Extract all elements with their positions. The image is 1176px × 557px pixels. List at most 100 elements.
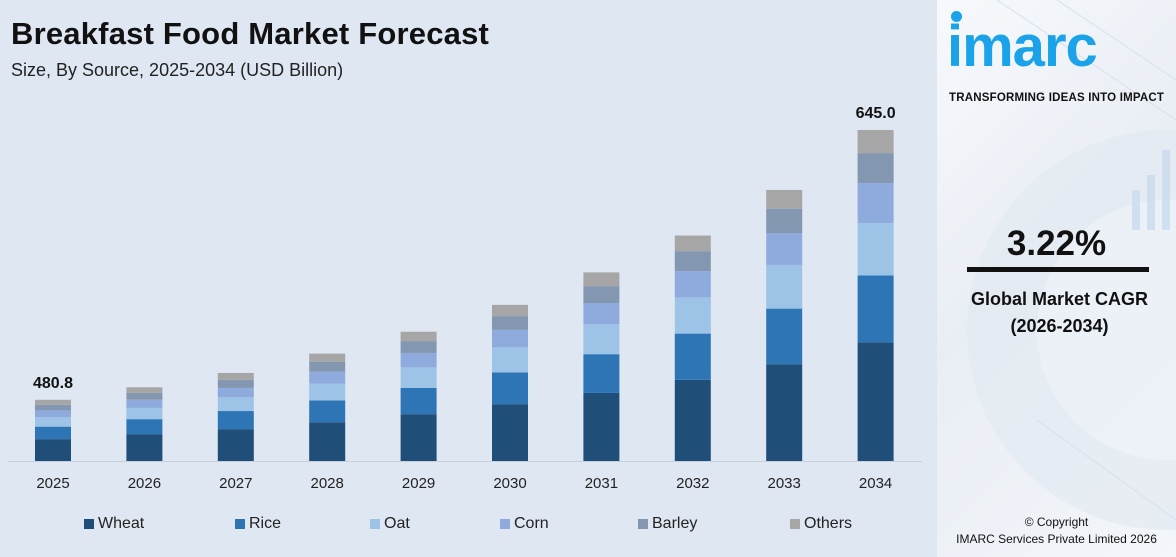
bar-oat-2032 bbox=[674, 297, 711, 334]
bar-wheat-2034 bbox=[857, 342, 894, 461]
logo-dot bbox=[951, 11, 962, 22]
bar-corn-2028 bbox=[309, 371, 346, 384]
bar-corn-2031 bbox=[583, 302, 620, 325]
bar-wheat-2030 bbox=[492, 404, 528, 461]
bar-oat-2026 bbox=[126, 407, 163, 420]
bar-corn-2026 bbox=[126, 399, 163, 408]
cagr-divider bbox=[967, 267, 1149, 272]
bar-oat-2025 bbox=[35, 417, 71, 427]
bar-rice-2031 bbox=[583, 354, 620, 393]
x-tick-label: 2030 bbox=[493, 475, 526, 492]
cagr-label: Global Market CAGR (2026-2034) bbox=[937, 286, 1176, 340]
bar-corn-2025 bbox=[35, 410, 71, 418]
x-tick-label: 2033 bbox=[768, 475, 801, 492]
legend-swatch bbox=[370, 519, 380, 529]
imarc-logo: imarc bbox=[947, 14, 1098, 79]
x-tick-label: 2032 bbox=[676, 475, 709, 492]
logo-tagline: TRANSFORMING IDEAS INTO IMPACT bbox=[949, 92, 1165, 104]
legend-label: Wheat bbox=[98, 515, 145, 532]
legend-label: Rice bbox=[249, 515, 282, 532]
bar-wheat-2028 bbox=[309, 422, 346, 461]
x-tick-label: 2028 bbox=[311, 475, 344, 492]
cagr-label-line1: Global Market CAGR bbox=[970, 289, 1149, 309]
legend-swatch bbox=[500, 519, 510, 529]
bar-barley-2029 bbox=[400, 341, 437, 353]
background-chart-graphic bbox=[967, 0, 1176, 530]
legend-item-others: Others bbox=[790, 515, 852, 533]
bar-oat-2031 bbox=[583, 324, 620, 355]
legend-item-barley: Barley bbox=[638, 515, 697, 533]
bar-oat-2030 bbox=[492, 347, 528, 373]
bar-corn-2029 bbox=[400, 352, 437, 368]
copyright: © Copyright IMARC Services Private Limit… bbox=[937, 514, 1176, 548]
bar-rice-2033 bbox=[766, 308, 803, 365]
bar-barley-2032 bbox=[674, 251, 711, 272]
legend-label: Corn bbox=[514, 515, 549, 532]
chart-panel: Breakfast Food Market Forecast Size, By … bbox=[0, 16, 937, 535]
bar-corn-2032 bbox=[674, 271, 711, 298]
chart-subtitle: Size, By Source, 2025-2034 (USD Billion) bbox=[11, 60, 344, 80]
x-tick-label: 2034 bbox=[859, 475, 892, 492]
bar-rice-2034 bbox=[857, 275, 894, 343]
bar-barley-2025 bbox=[35, 404, 71, 411]
legend-label: Others bbox=[804, 515, 853, 532]
bar-corn-2034 bbox=[857, 183, 894, 224]
bar-others-2027 bbox=[217, 372, 254, 380]
bar-others-2029 bbox=[400, 331, 437, 342]
x-tick-label: 2027 bbox=[219, 475, 252, 492]
bar-rice-2025 bbox=[35, 426, 71, 440]
bar-rice-2027 bbox=[217, 411, 254, 430]
chart-legend: Wheat Rice Oat Corn Barley Others bbox=[0, 515, 937, 535]
bar-oat-2028 bbox=[309, 383, 346, 401]
bar-others-2030 bbox=[492, 304, 528, 317]
bar-others-2033 bbox=[766, 189, 803, 209]
legend-swatch bbox=[638, 519, 648, 529]
bar-oat-2029 bbox=[400, 367, 437, 388]
bar-barley-2028 bbox=[309, 361, 346, 372]
bar-others-2032 bbox=[674, 235, 711, 252]
bar-barley-2026 bbox=[126, 392, 163, 400]
legend-item-wheat: Wheat bbox=[84, 515, 144, 533]
legend-item-corn: Corn bbox=[500, 515, 549, 533]
bar-wheat-2025 bbox=[35, 439, 71, 461]
bar-rice-2030 bbox=[492, 372, 528, 405]
sidebar-panel: imarc TRANSFORMING IDEAS INTO IMPACT 3.2… bbox=[937, 0, 1176, 557]
bar-barley-2027 bbox=[217, 379, 254, 388]
x-tick-label: 2029 bbox=[402, 475, 435, 492]
bar-wheat-2029 bbox=[400, 414, 437, 461]
cagr-label-line2: (2026-2034) bbox=[1010, 316, 1109, 336]
bar-barley-2033 bbox=[766, 208, 803, 234]
copyright-line1: © Copyright bbox=[1024, 515, 1089, 529]
bar-wheat-2027 bbox=[217, 429, 254, 461]
legend-label: Barley bbox=[652, 515, 698, 532]
bar-barley-2030 bbox=[492, 316, 528, 330]
legend-item-rice: Rice bbox=[235, 515, 281, 533]
bar-others-2025 bbox=[35, 399, 71, 405]
bar-oat-2027 bbox=[217, 397, 254, 412]
cagr-value: 3.22% bbox=[1006, 224, 1107, 263]
bar-corn-2033 bbox=[766, 233, 803, 265]
legend-swatch bbox=[84, 519, 94, 529]
bar-corn-2027 bbox=[217, 387, 254, 398]
bar-oat-2033 bbox=[766, 264, 803, 309]
legend-swatch bbox=[790, 519, 800, 529]
bar-others-2034 bbox=[857, 130, 894, 154]
bar-wheat-2033 bbox=[766, 364, 803, 461]
bar-oat-2034 bbox=[857, 223, 894, 276]
bar-corn-2030 bbox=[492, 329, 528, 348]
bar-wheat-2031 bbox=[583, 392, 620, 461]
bar-others-2026 bbox=[126, 387, 163, 393]
x-tick-label: 2026 bbox=[128, 475, 161, 492]
legend-item-oat: Oat bbox=[370, 515, 410, 533]
stacked-bar-chart: 2025 2026 2027 2028 2029 2030 2031 2032 2033 2034… bbox=[8, 105, 922, 492]
bar-others-2028 bbox=[309, 353, 346, 362]
bar-rice-2026 bbox=[126, 419, 163, 435]
bar-rice-2028 bbox=[309, 400, 346, 423]
legend-swatch bbox=[235, 519, 245, 529]
copyright-line2: IMARC Services Private Limited 2026 bbox=[956, 532, 1157, 546]
bar-rice-2032 bbox=[674, 333, 711, 380]
legend-label: Oat bbox=[384, 515, 410, 532]
bar-others-2031 bbox=[583, 272, 620, 287]
bar-wheat-2026 bbox=[126, 434, 163, 461]
